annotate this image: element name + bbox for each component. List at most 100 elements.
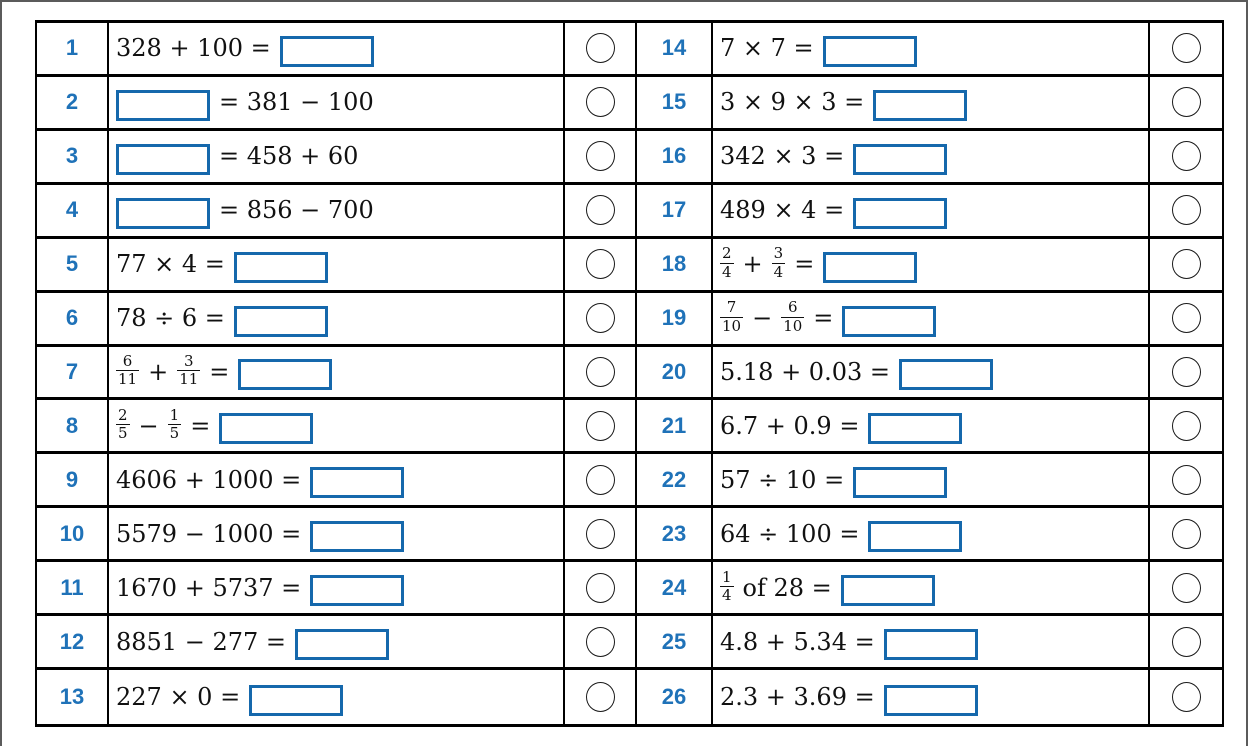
answer-marker-circle[interactable] bbox=[1171, 356, 1201, 387]
answer-input-box[interactable] bbox=[295, 629, 389, 661]
answer-input-box[interactable] bbox=[898, 359, 993, 391]
problem-number: 3 bbox=[37, 130, 109, 185]
answer-marker-cell bbox=[1150, 346, 1222, 401]
answer-marker-circle[interactable] bbox=[1171, 572, 1201, 603]
problem-expression-cell: 227 × 0 = bbox=[109, 670, 565, 724]
problem-number: 23 bbox=[637, 508, 713, 563]
answer-marker-circle[interactable] bbox=[1171, 303, 1201, 334]
problem-number: 13 bbox=[37, 670, 109, 724]
problem-expression-cell: 8851 − 277 = bbox=[109, 616, 565, 671]
answer-input-box[interactable] bbox=[310, 521, 405, 553]
expression-text: + bbox=[742, 250, 763, 279]
problem-number: 12 bbox=[37, 616, 109, 671]
answer-marker-circle[interactable] bbox=[585, 682, 615, 713]
fraction-denominator: 10 bbox=[781, 316, 805, 335]
problem-number: 7 bbox=[37, 346, 109, 401]
fraction-denominator: 5 bbox=[167, 424, 182, 443]
answer-marker-circle[interactable] bbox=[1171, 464, 1201, 495]
answer-input-box[interactable] bbox=[853, 467, 948, 499]
problem-expression-cell: 1 4 of 28 = bbox=[713, 562, 1150, 617]
expression-text: 2.3 + 3.69 = bbox=[720, 683, 875, 712]
problem-number: 1 bbox=[37, 23, 109, 77]
answer-input-box[interactable] bbox=[279, 35, 374, 67]
answer-input-box[interactable] bbox=[822, 35, 917, 67]
expression-text: 7 × 7 = bbox=[720, 34, 814, 63]
problem-expression-cell: 489 × 4 = bbox=[713, 184, 1150, 239]
fraction-numerator: 1 bbox=[722, 567, 732, 586]
answer-marker-circle[interactable] bbox=[585, 195, 615, 226]
answer-input-box[interactable] bbox=[853, 143, 948, 175]
answer-marker-cell bbox=[565, 508, 637, 563]
problem-number: 21 bbox=[637, 400, 713, 455]
answer-input-box[interactable] bbox=[233, 305, 328, 337]
answer-marker-circle[interactable] bbox=[585, 410, 615, 441]
answer-marker-cell bbox=[565, 346, 637, 401]
fraction-numerator: 2 bbox=[118, 406, 128, 425]
answer-marker-circle[interactable] bbox=[585, 464, 615, 495]
answer-marker-circle[interactable] bbox=[1171, 410, 1201, 441]
answer-marker-circle[interactable] bbox=[585, 518, 615, 549]
answer-marker-cell bbox=[565, 76, 637, 131]
answer-input-box[interactable] bbox=[219, 413, 314, 445]
problem-number: 22 bbox=[637, 454, 713, 509]
answer-input-box[interactable] bbox=[873, 89, 968, 121]
answer-input-box[interactable] bbox=[116, 143, 210, 175]
answer-input-box[interactable] bbox=[868, 413, 963, 445]
answer-marker-cell bbox=[1150, 508, 1222, 563]
answer-marker-circle[interactable] bbox=[1171, 87, 1201, 118]
expression-text: 78 ÷ 6 = bbox=[116, 304, 225, 333]
answer-input-box[interactable] bbox=[310, 467, 405, 499]
problem-expression-cell: = 458 + 60 bbox=[109, 130, 565, 185]
answer-input-box[interactable] bbox=[883, 629, 978, 661]
answer-marker-circle[interactable] bbox=[585, 626, 615, 657]
problem-number: 16 bbox=[637, 130, 713, 185]
answer-marker-circle[interactable] bbox=[585, 87, 615, 118]
expression-text: − bbox=[138, 411, 159, 440]
problem-expression-cell: 7 10−6 10 = bbox=[713, 292, 1150, 347]
answer-input-box[interactable] bbox=[249, 684, 344, 716]
answer-marker-circle[interactable] bbox=[585, 303, 615, 334]
answer-marker-circle[interactable] bbox=[1171, 195, 1201, 226]
answer-marker-circle[interactable] bbox=[1171, 141, 1201, 172]
fraction-numerator: 7 bbox=[726, 298, 737, 317]
expression-text: 8851 − 277 = bbox=[116, 627, 286, 656]
answer-marker-circle[interactable] bbox=[585, 33, 615, 64]
answer-input-box[interactable] bbox=[883, 684, 978, 716]
expression-text: 4606 + 1000 = bbox=[116, 465, 302, 494]
answer-marker-cell bbox=[1150, 562, 1222, 617]
answer-input-box[interactable] bbox=[840, 575, 935, 607]
answer-marker-circle[interactable] bbox=[585, 141, 615, 172]
answer-marker-cell bbox=[565, 616, 637, 671]
answer-marker-circle[interactable] bbox=[1171, 249, 1201, 280]
answer-marker-circle[interactable] bbox=[1171, 33, 1201, 64]
expression-text: 64 ÷ 100 = bbox=[720, 519, 860, 548]
answer-input-box[interactable] bbox=[310, 575, 405, 607]
answer-marker-circle[interactable] bbox=[1171, 682, 1201, 713]
expression-text: + bbox=[148, 357, 169, 386]
answer-marker-cell bbox=[1150, 292, 1222, 347]
answer-marker-cell bbox=[565, 400, 637, 455]
answer-input-box[interactable] bbox=[853, 197, 948, 229]
expression-text: 5579 − 1000 = bbox=[116, 519, 302, 548]
problem-number: 11 bbox=[37, 562, 109, 617]
expression-text: 4.8 + 5.34 = bbox=[720, 627, 875, 656]
answer-input-box[interactable] bbox=[238, 359, 333, 391]
fraction: 7 10 bbox=[720, 298, 744, 335]
answer-marker-circle[interactable] bbox=[585, 249, 615, 280]
answer-marker-circle[interactable] bbox=[585, 356, 615, 387]
answer-marker-circle[interactable] bbox=[1171, 626, 1201, 657]
expression-text: 328 + 100 = bbox=[116, 34, 271, 63]
answer-input-box[interactable] bbox=[233, 251, 328, 283]
answer-marker-circle[interactable] bbox=[1171, 518, 1201, 549]
answer-marker-circle[interactable] bbox=[585, 572, 615, 603]
answer-input-box[interactable] bbox=[116, 89, 210, 121]
answer-input-box[interactable] bbox=[842, 305, 937, 337]
answer-input-box[interactable] bbox=[823, 251, 918, 283]
problem-number: 10 bbox=[37, 508, 109, 563]
answer-input-box[interactable] bbox=[116, 197, 210, 229]
problem-number: 25 bbox=[637, 616, 713, 671]
answer-input-box[interactable] bbox=[868, 521, 963, 553]
